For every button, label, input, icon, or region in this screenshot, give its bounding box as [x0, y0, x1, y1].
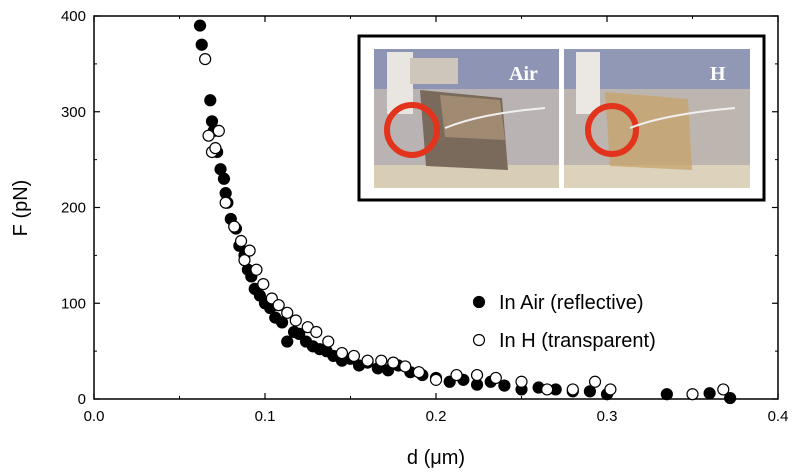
legend-label-h: In H (transparent): [499, 330, 656, 352]
data-point-air: [583, 385, 597, 398]
data-point-h: [686, 388, 699, 401]
y-tick-label: 200: [61, 200, 86, 217]
data-point-h: [541, 383, 554, 396]
x-tick-label: 0.0: [84, 408, 105, 425]
data-point-h: [250, 263, 263, 276]
y-tick-label: 100: [61, 295, 86, 312]
data-point-h: [243, 244, 256, 257]
data-point-air: [660, 388, 673, 401]
legend-marker-h: [472, 333, 486, 347]
inset-photos: Air H: [357, 34, 766, 202]
legend: In Air (reflective) In H (transparent): [472, 292, 656, 352]
data-point-h: [322, 335, 335, 348]
inset-label-h: H: [710, 63, 726, 85]
data-point-h: [257, 278, 270, 291]
data-point-air: [498, 379, 511, 392]
data-point-h: [212, 124, 225, 137]
data-point-h: [199, 52, 212, 66]
data-point-h: [272, 299, 285, 312]
data-point-h: [515, 375, 528, 388]
x-tick-label: 0.1: [255, 408, 276, 425]
data-point-air: [195, 38, 208, 51]
data-point-h: [202, 129, 215, 142]
inset-panel-h: H: [564, 49, 750, 188]
y-axis-label: F (pN): [10, 180, 32, 237]
data-point-h: [219, 196, 232, 209]
data-point-h: [375, 354, 388, 367]
data-point-h: [429, 373, 443, 386]
data-point-h: [289, 314, 302, 327]
data-point-h: [399, 360, 412, 373]
data-point-h: [335, 346, 349, 360]
x-tick-label: 0.4: [768, 408, 789, 425]
data-point-h: [412, 366, 425, 379]
data-point-h: [361, 354, 374, 367]
x-tick-label: 0.3: [597, 408, 618, 425]
inset-panel-air: Air: [374, 49, 559, 188]
data-point-h: [717, 383, 730, 396]
data-point-h: [387, 356, 400, 369]
data-point-air: [293, 327, 306, 340]
legend-marker-air: [472, 295, 486, 309]
data-point-h: [310, 325, 323, 339]
data-point-air: [276, 316, 289, 329]
data-point-air: [217, 172, 231, 185]
data-point-h: [588, 375, 602, 388]
y-tick-label: 400: [61, 8, 86, 25]
data-points: [193, 19, 737, 405]
legend-label-air: In Air (reflective): [499, 292, 643, 314]
data-point-h: [566, 383, 579, 396]
data-point-h: [470, 368, 484, 382]
data-point-air: [204, 94, 217, 107]
data-point-h: [450, 368, 463, 382]
inset-label-air: Air: [509, 63, 538, 85]
y-tick-label: 300: [61, 104, 86, 121]
data-point-air: [281, 335, 294, 348]
tick-labels: 0.0 0.1 0.2 0.3 0.4 0 100 200 300 400: [61, 8, 788, 425]
axis-ticks: [93, 15, 779, 400]
data-point-air: [193, 19, 207, 32]
data-point-h: [228, 220, 241, 233]
data-point-h: [209, 142, 222, 155]
data-point-air: [703, 387, 716, 400]
data-point-h: [489, 371, 502, 385]
data-point-h: [238, 254, 251, 267]
data-point-h: [234, 234, 248, 248]
x-axis-label: d (μm): [407, 447, 465, 469]
data-point-h: [604, 383, 617, 396]
y-tick-label: 0: [78, 391, 86, 408]
data-point-h: [281, 306, 294, 319]
data-point-air: [724, 391, 737, 405]
x-tick-label: 0.2: [426, 408, 447, 425]
data-point-h: [347, 349, 361, 363]
